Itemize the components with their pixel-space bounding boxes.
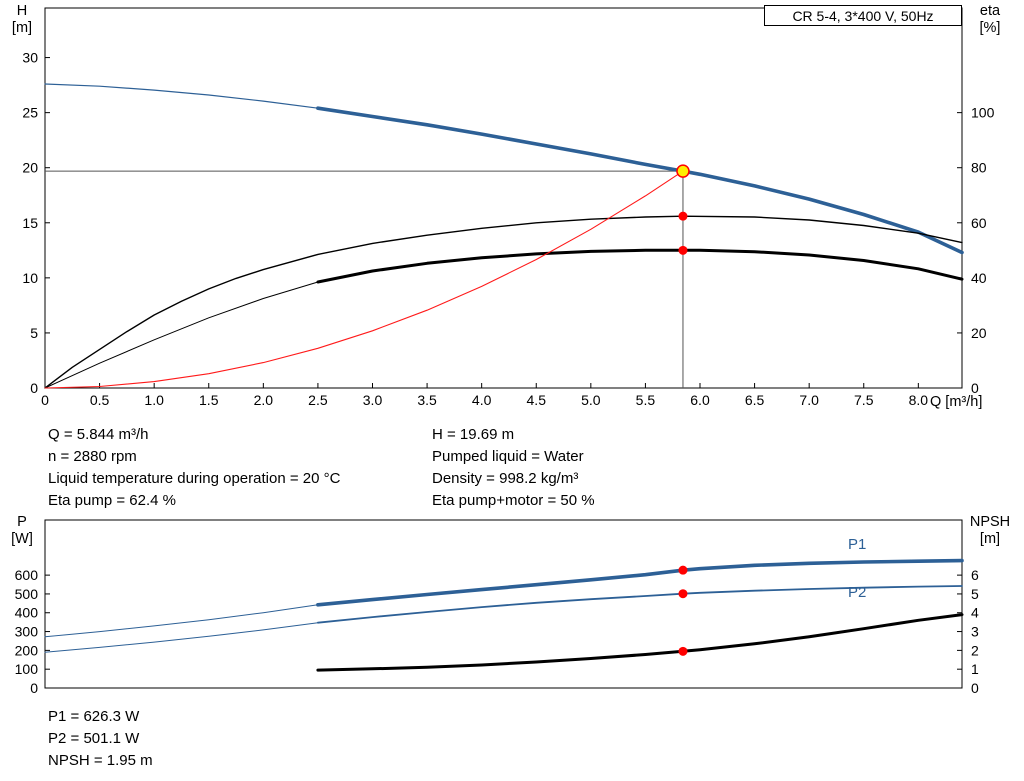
result-p2: P2 = 501.1 W xyxy=(48,730,140,747)
operating-conditions-right: H = 19.69 m Pumped liquid = Water Densit… xyxy=(432,424,595,512)
info-eta-pump-motor: Eta pump+motor = 50 % xyxy=(432,492,595,509)
hq-eta-chart-yleft-tick-label: 0 xyxy=(30,380,38,396)
hq-eta-chart-yleft-tick-label: 20 xyxy=(22,160,38,176)
pump-model-label: CR 5-4, 3*400 V, 50Hz xyxy=(792,8,934,24)
p-axis-title: P [W] xyxy=(2,514,42,548)
hq-eta-chart-x-tick-label: 1.0 xyxy=(144,392,164,408)
h-curve-lead xyxy=(44,83,319,109)
hq-eta-chart-yright-tick-label: 100 xyxy=(971,105,995,121)
eta-pump-curve xyxy=(44,215,963,389)
power-npsh-chart-yright-tick-label: 1 xyxy=(971,661,979,677)
p1-curve-lead xyxy=(44,604,319,638)
npsh-axis-symbol: NPSH xyxy=(969,514,1011,530)
system-curve xyxy=(44,170,684,389)
p2-curve-label: P2 xyxy=(848,584,867,601)
hq-eta-chart-yright-tick-label: 0 xyxy=(971,380,979,396)
npsh-axis-title: NPSH [m] xyxy=(960,514,1020,548)
hq-eta-chart-yright-tick-label: 40 xyxy=(971,270,987,286)
p-axis-symbol: P xyxy=(17,514,27,530)
p2-curve-lead xyxy=(44,622,319,653)
power-npsh-chart-yright-tick-label: 0 xyxy=(971,680,979,696)
info-liquid-temperature: Liquid temperature during operation = 20… xyxy=(48,470,341,487)
p1-curve-label: P1 xyxy=(848,536,867,553)
hq-eta-chart-x-tick-label: 3.0 xyxy=(363,392,383,408)
info-flow: Q = 5.844 m³/h xyxy=(48,426,149,443)
hq-eta-chart-x-tick-label: 6.5 xyxy=(745,392,765,408)
power-npsh-chart-yright-tick-label: 5 xyxy=(971,586,979,602)
power-npsh-chart-yleft-tick-label: 600 xyxy=(15,567,39,583)
hq-eta-chart-x-tick-label: 7.0 xyxy=(799,392,819,408)
hq-eta-chart-x-tick-label: 6.0 xyxy=(690,392,710,408)
hq-eta-chart-x-tick-label: 0 xyxy=(41,392,49,408)
hq-eta-chart-x-tick-label: 3.5 xyxy=(417,392,437,408)
info-eta-pump: Eta pump = 62.4 % xyxy=(48,492,176,509)
hq-eta-chart-yright-tick-label: 20 xyxy=(971,325,987,341)
hq-eta-chart-yleft-tick-label: 30 xyxy=(22,50,38,66)
hq-eta-chart-yright-tick-label: 80 xyxy=(971,160,987,176)
duty-point-marker[interactable] xyxy=(676,164,690,178)
operating-point-dot xyxy=(678,646,688,656)
hq-eta-chart-yleft-tick-label: 15 xyxy=(22,215,38,231)
hq-eta-chart-yleft-tick-label: 5 xyxy=(30,325,38,341)
info-head: H = 19.69 m xyxy=(432,426,515,443)
info-density: Density = 998.2 kg/m³ xyxy=(432,470,579,487)
hq-eta-chart-yleft-tick-label: 10 xyxy=(22,270,38,286)
power-npsh-chart-frame xyxy=(44,519,963,689)
hq-eta-chart-frame xyxy=(44,7,963,389)
p-axis-unit: [W] xyxy=(11,531,33,547)
hq-eta-chart-x-tick-label: 7.5 xyxy=(854,392,874,408)
hq-eta-chart-x-tick-label: 4.0 xyxy=(472,392,492,408)
hq-eta-chart-x-tick-label: 5.5 xyxy=(636,392,656,408)
power-npsh-chart-yleft-tick-label: 500 xyxy=(15,586,39,602)
pump-model-box: CR 5-4, 3*400 V, 50Hz xyxy=(764,5,962,26)
p1-curve xyxy=(316,558,964,607)
hq-eta-chart-x-tick-label: 2.5 xyxy=(308,392,328,408)
result-p1: P1 = 626.3 W xyxy=(48,708,140,725)
hq-eta-chart-x-tick-label: 2.0 xyxy=(254,392,274,408)
npsh-curve xyxy=(316,613,964,672)
h-axis-title: H [m] xyxy=(2,3,42,37)
result-values: P1 = 626.3 W P2 = 501.1 W NPSH = 1.95 m xyxy=(48,706,153,772)
info-pumped-liquid: Pumped liquid = Water xyxy=(432,448,584,465)
operating-point-dot xyxy=(678,211,688,221)
info-speed: n = 2880 rpm xyxy=(48,448,137,465)
hq-eta-chart-yright-tick-label: 60 xyxy=(971,215,987,231)
hq-eta-chart-x-tick-label: 8.0 xyxy=(909,392,929,408)
npsh-axis-unit: [m] xyxy=(979,531,1001,547)
hq-eta-chart-x-tick-label: 1.5 xyxy=(199,392,219,408)
eta-axis-symbol: eta xyxy=(979,3,1001,19)
operating-point-dot xyxy=(678,589,688,599)
eta-pump-motor-lead xyxy=(44,281,319,389)
power-npsh-chart-yleft-tick-label: 400 xyxy=(15,605,39,621)
power-npsh-chart-yleft-tick-label: 100 xyxy=(15,661,39,677)
power-npsh-chart-yleft-tick-label: 0 xyxy=(30,680,38,696)
hq-eta-chart-x-tick-label: 0.5 xyxy=(90,392,110,408)
result-npsh: NPSH = 1.95 m xyxy=(48,752,153,769)
operating-conditions-left: Q = 5.844 m³/h n = 2880 rpm Liquid tempe… xyxy=(48,424,340,512)
h-axis-unit: [m] xyxy=(11,20,33,36)
h-axis-symbol: H xyxy=(16,3,28,19)
hq-eta-chart-x-tick-label: 5.0 xyxy=(581,392,601,408)
operating-point-dot xyxy=(678,245,688,255)
eta-axis-title: eta [%] xyxy=(966,3,1014,37)
power-npsh-chart-yright-tick-label: 3 xyxy=(971,624,979,640)
h-curve xyxy=(316,106,964,255)
power-npsh-chart-yright-tick-label: 6 xyxy=(971,567,979,583)
hq-eta-chart-yleft-tick-label: 25 xyxy=(22,105,38,121)
q-axis-title: Q [m³/h] xyxy=(930,394,983,410)
operating-point-dot xyxy=(678,565,688,575)
power-npsh-chart-yright-tick-label: 4 xyxy=(971,605,979,621)
power-npsh-chart-yright-tick-label: 2 xyxy=(971,642,979,658)
eta-pump-motor-curve xyxy=(316,248,964,284)
eta-axis-unit: [%] xyxy=(979,20,1001,36)
power-npsh-chart-yleft-tick-label: 200 xyxy=(15,642,39,658)
hq-eta-chart-x-tick-label: 4.5 xyxy=(527,392,547,408)
p2-curve xyxy=(316,585,963,624)
power-npsh-chart-yleft-tick-label: 300 xyxy=(15,624,39,640)
